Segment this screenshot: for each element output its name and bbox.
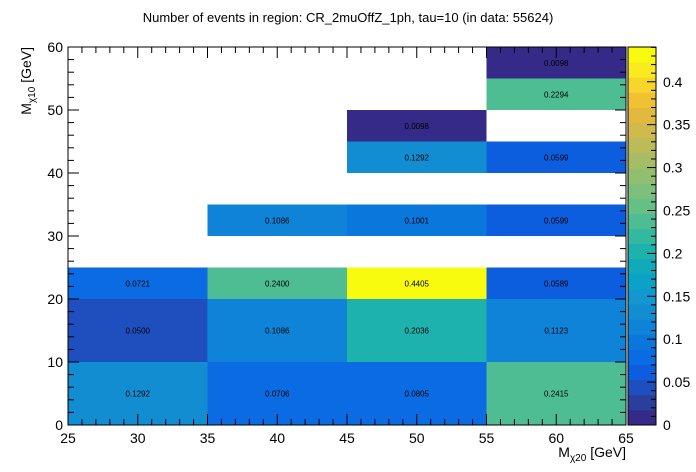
cell-value-label: 0.0599 (544, 216, 569, 225)
heatmap-cell (207, 299, 347, 362)
color-scale-band (628, 183, 656, 199)
color-scale-tick-label: 0.2 (663, 245, 683, 261)
cell-value-label: 0.0599 (544, 153, 569, 162)
color-scale-band (628, 319, 656, 335)
x-tick-label: 40 (269, 430, 285, 446)
cell-value-label: 0.2400 (265, 279, 290, 288)
color-scale-band (628, 77, 656, 93)
y-axis-label: Mχ10 [GeV] (18, 47, 38, 115)
x-tick-label: 30 (130, 430, 146, 446)
color-scale-band (628, 394, 656, 411)
color-scale-band (628, 198, 656, 214)
x-axis-label: Mχ20 [GeV] (558, 444, 626, 464)
x-tick-label: 45 (339, 430, 355, 446)
cell-value-label: 0.4405 (405, 279, 430, 288)
heatmap-cell (207, 267, 347, 299)
color-scale-band (628, 273, 656, 290)
color-scale-band (628, 409, 656, 426)
y-tick-label: 10 (47, 354, 63, 370)
color-scale-band (628, 364, 656, 381)
x-tick-label: 35 (200, 430, 216, 446)
cell-value-label: 0.2294 (544, 90, 569, 99)
cell-value-label: 0.1086 (265, 216, 290, 225)
color-scale-band (628, 258, 656, 275)
color-scale: 0 0.05 0.1 0.15 0.2 0.25 0.3 0.35 0.4 (627, 46, 690, 433)
color-scale-band (628, 334, 656, 350)
chart-title: Number of events in region: CR_2muOffZ_1… (143, 10, 554, 25)
color-scale-band (628, 243, 656, 260)
color-scale-tick-label: 0.15 (663, 288, 690, 304)
heatmap-cell (347, 204, 487, 236)
color-scale-band (628, 213, 656, 229)
color-scale-band (628, 152, 656, 169)
cell-value-label: 0.0500 (126, 327, 151, 336)
cell-value-label: 0.0721 (126, 279, 151, 288)
x-tick-label: 65 (618, 430, 634, 446)
heatmap-cell (486, 299, 626, 362)
x-axis-label-main: M (558, 444, 570, 460)
cell-value-label: 0.2415 (544, 390, 569, 399)
color-scale-band (628, 47, 656, 63)
heatmap-cell (486, 78, 626, 110)
heatmap-cell (347, 299, 487, 362)
y-axis-label-sub: χ10 (27, 86, 38, 103)
color-scale-band (628, 228, 656, 245)
y-axis-label-unit: [GeV] (18, 47, 34, 87)
x-tick-label: 55 (479, 430, 495, 446)
color-scale-band (628, 122, 656, 139)
cell-value-label: 0.0706 (265, 390, 290, 399)
x-tick-label: 60 (548, 430, 564, 446)
color-scale-band (628, 349, 656, 366)
heatmap-cell (486, 204, 626, 236)
color-scale-band (628, 379, 656, 396)
cell-value-label: 0.2036 (405, 327, 430, 336)
heatmap-cell (486, 267, 626, 299)
axis-ticks: 25 30 35 40 45 50 55 60 65 0 10 20 30 40 50 60 (47, 39, 634, 446)
x-axis-label-unit: [GeV] (586, 444, 626, 460)
y-tick-label: 30 (47, 228, 63, 244)
color-scale-band (628, 107, 656, 124)
cell-value-label: 0.0098 (544, 59, 569, 68)
y-tick-label: 20 (47, 291, 63, 307)
x-tick-label: 50 (409, 430, 425, 446)
color-scale-tick-label: 0.3 (663, 160, 683, 176)
y-tick-label: 0 (55, 417, 63, 433)
y-axis-label-main: M (18, 103, 34, 115)
x-tick-label: 25 (60, 430, 76, 446)
heatmap-cell (68, 299, 208, 362)
color-scale-band (628, 62, 656, 78)
color-scale-tick-label: 0 (663, 417, 671, 433)
cell-value-label: 0.0589 (544, 279, 569, 288)
cell-value-label: 0.1292 (126, 390, 151, 399)
cell-value-label: 0.1086 (265, 327, 290, 336)
heatmap-cell (347, 110, 487, 142)
color-scale-band (628, 137, 656, 154)
color-scale-tick-label: 0.05 (663, 374, 690, 390)
color-scale-band (628, 167, 656, 184)
y-tick-label: 50 (47, 102, 63, 118)
heatmap-cell (486, 141, 626, 173)
heatmap-cell (68, 267, 208, 299)
heatmap-cells (68, 47, 626, 425)
color-scale-tick-label: 0.4 (663, 74, 683, 90)
color-scale-band (628, 288, 656, 305)
cell-value-label: 0.1123 (544, 327, 568, 336)
heatmap-cell-labels: 0.1292 0.0706 0.0805 0.2415 0.0500 0.1086 0.20… (126, 59, 570, 399)
color-scale-tick-label: 0.1 (663, 331, 683, 347)
y-tick-label: 60 (47, 39, 63, 55)
cell-value-label: 0.1292 (405, 153, 430, 162)
color-scale-tick-label: 0.35 (663, 117, 690, 133)
color-scale-band (628, 304, 656, 320)
cell-value-label: 0.1001 (405, 216, 430, 225)
heatmap-cell (347, 267, 487, 299)
heatmap-cell (347, 141, 487, 173)
y-tick-label: 40 (47, 165, 63, 181)
x-axis-label-sub: χ20 (570, 453, 587, 464)
cell-value-label: 0.0805 (405, 390, 430, 399)
cell-value-label: 0.0098 (405, 122, 430, 131)
heatmap-cell (207, 204, 347, 236)
color-scale-tick-label: 0.25 (663, 202, 690, 218)
color-scale-band (628, 92, 656, 108)
